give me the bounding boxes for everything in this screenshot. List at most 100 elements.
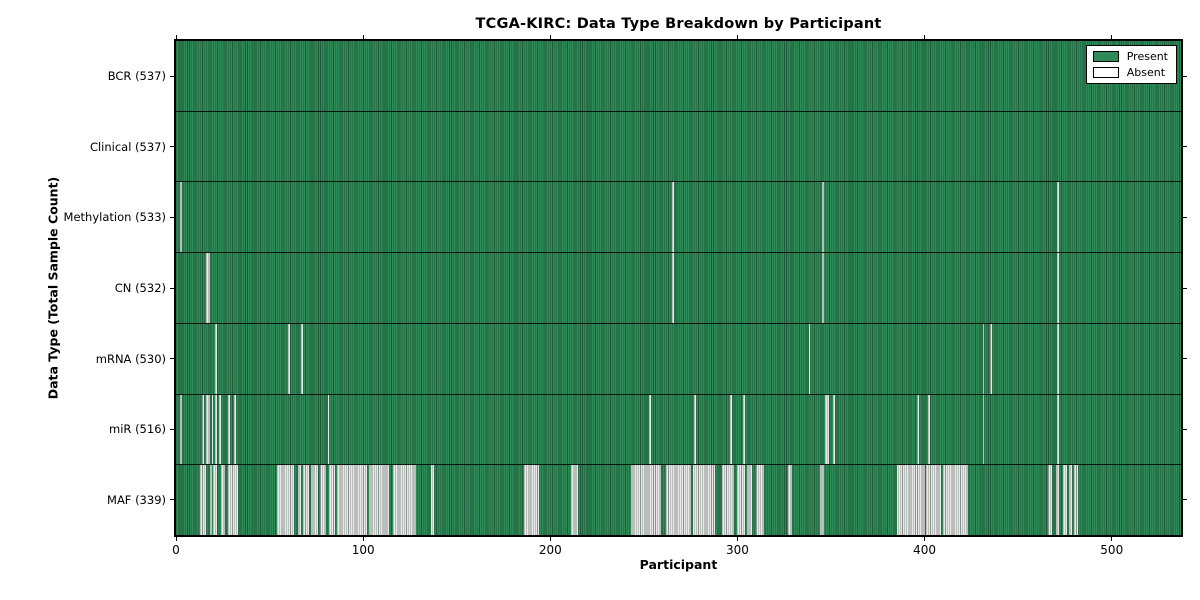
tick-mark — [1111, 537, 1113, 541]
x-tick-label: 500 — [1100, 543, 1124, 557]
absent-stripe — [917, 394, 919, 465]
row-Methylation — [176, 182, 1181, 254]
absent-stripe — [297, 465, 302, 536]
tick-mark — [736, 35, 738, 39]
row-MAF — [176, 465, 1181, 536]
legend-item-present: Present — [1092, 50, 1168, 63]
absent-stripe — [1063, 465, 1067, 536]
absent-stripe — [756, 465, 764, 536]
tick-mark — [362, 537, 364, 541]
absent-stripe — [821, 182, 824, 253]
tick-mark — [175, 35, 177, 39]
tick-mark — [175, 537, 177, 541]
tick-mark — [170, 358, 174, 360]
absent-stripe — [215, 394, 218, 465]
y-tick-label: BCR (537) — [107, 69, 166, 84]
absent-stripe — [1057, 394, 1060, 465]
absent-stripe — [524, 465, 540, 536]
absent-stripe — [743, 394, 745, 465]
x-tick-label: 400 — [913, 543, 937, 557]
y-tick-label: Clinical (537) — [89, 139, 166, 154]
tick-mark — [1183, 499, 1187, 501]
absent-stripe — [327, 394, 330, 465]
absent-stripe — [1055, 465, 1060, 536]
absent-stripe — [211, 394, 214, 465]
x-axis-title: Participant — [639, 557, 718, 572]
tick-mark — [1183, 216, 1187, 218]
absent-stripe — [926, 465, 942, 536]
absent-stripe — [215, 323, 218, 394]
absent-stripe — [1048, 465, 1052, 536]
absent-stripe — [722, 465, 734, 536]
absent-stripe — [982, 394, 985, 465]
absent-stripe — [671, 253, 674, 323]
absent-stripe — [301, 323, 304, 394]
absent-stripe — [219, 394, 221, 465]
absent-stripe — [288, 323, 291, 394]
y-tick-label: MAF (339) — [107, 492, 166, 507]
absent-stripe — [928, 394, 931, 465]
absent-stripe — [336, 465, 367, 536]
absent-stripe — [220, 465, 225, 536]
tick-mark — [170, 287, 174, 289]
absent-stripe — [1057, 253, 1060, 323]
tick-mark — [170, 499, 174, 501]
tick-mark — [362, 35, 364, 39]
absent-stripe — [819, 465, 824, 536]
plot-area: Present Absent — [174, 39, 1183, 537]
tick-mark — [170, 216, 174, 218]
tick-mark — [549, 35, 551, 39]
absent-stripe — [692, 465, 715, 536]
absent-stripe — [213, 465, 218, 536]
tick-mark — [549, 537, 551, 541]
tick-mark — [1111, 35, 1113, 39]
absent-stripe — [825, 394, 830, 465]
tick-mark — [1183, 287, 1187, 289]
absent-stripe — [320, 465, 326, 536]
absent-stripe — [630, 465, 661, 536]
y-tick-label: mRNA (530) — [95, 351, 166, 366]
legend: Present Absent — [1085, 45, 1177, 84]
absent-stripe — [990, 323, 992, 394]
absent-stripe — [671, 182, 674, 253]
absent-stripe — [737, 465, 745, 536]
tick-mark — [924, 35, 926, 39]
absent-stripe — [821, 253, 824, 323]
tick-mark — [924, 537, 926, 541]
absent-stripe — [896, 465, 925, 536]
absent-stripe — [1057, 323, 1060, 394]
absent-stripe — [808, 323, 811, 394]
absent-stripe — [1074, 465, 1079, 536]
absent-stripe — [179, 182, 182, 253]
absent-stripe — [205, 394, 210, 465]
absent-stripe — [666, 465, 691, 536]
absent-stripe — [329, 465, 336, 536]
y-tick-label: CN (532) — [114, 281, 166, 295]
absent-stripe — [277, 465, 294, 536]
row-mRNA — [176, 323, 1181, 395]
absent-stripe — [228, 394, 231, 465]
absent-stripe — [1057, 182, 1060, 253]
absent-stripe — [729, 394, 732, 465]
absent-stripe — [1068, 465, 1073, 536]
absent-stripe — [430, 465, 435, 536]
absent-stripe — [209, 465, 212, 536]
x-tick-label: 200 — [538, 543, 562, 557]
present-swatch — [1092, 51, 1119, 62]
absent-swatch — [1092, 67, 1119, 78]
absent-stripe — [787, 465, 792, 536]
legend-present-label: Present — [1126, 50, 1168, 63]
tick-mark — [1183, 428, 1187, 430]
absent-stripe — [393, 465, 416, 536]
tick-mark — [170, 428, 174, 430]
absent-stripe — [205, 253, 210, 323]
absent-stripe — [310, 465, 319, 536]
legend-item-absent: Absent — [1092, 66, 1168, 79]
legend-absent-label: Absent — [1126, 66, 1166, 79]
x-tick-label: 100 — [351, 543, 375, 557]
absent-stripe — [982, 323, 985, 394]
tick-mark — [1183, 75, 1187, 77]
tick-mark — [1183, 358, 1187, 360]
x-tick-label: 0 — [172, 543, 180, 557]
